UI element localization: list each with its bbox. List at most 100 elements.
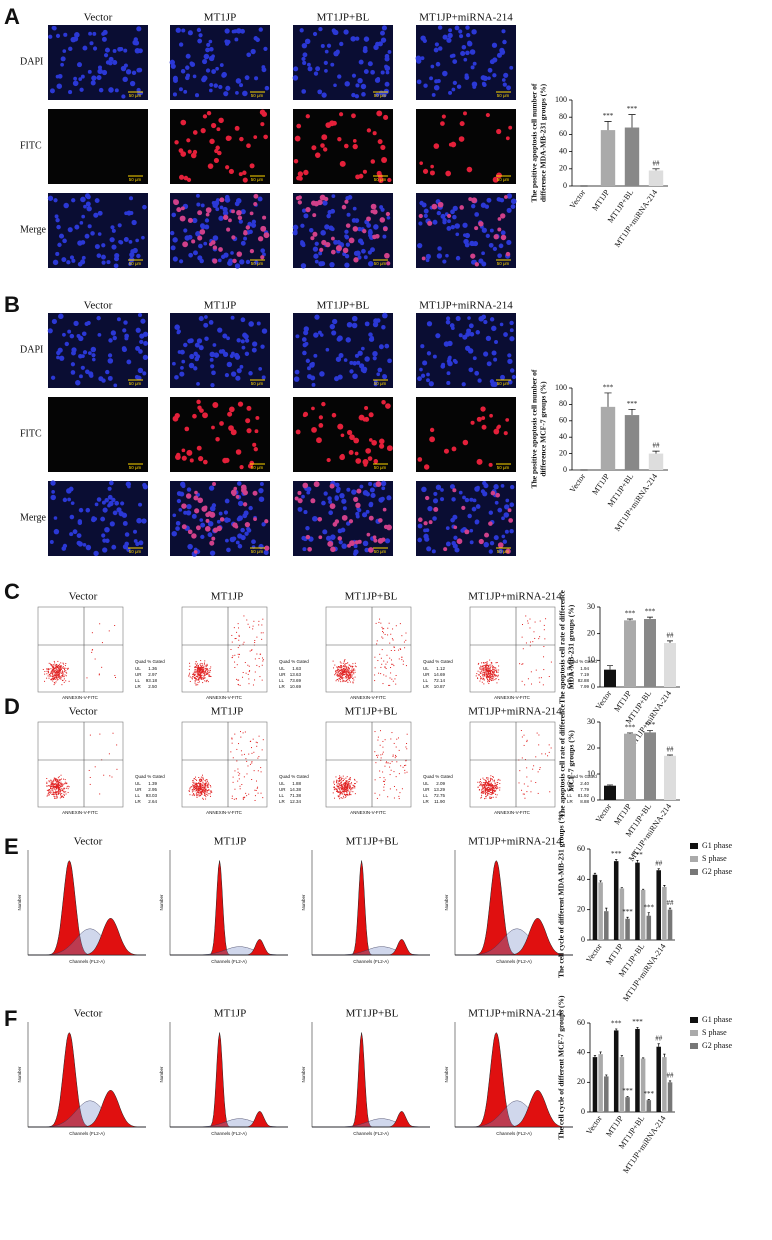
event [64,665,66,667]
event [342,790,344,792]
nucleus [120,501,125,506]
event [403,641,405,643]
event [354,671,356,673]
nucleus [91,75,97,81]
histogram-axes [311,1022,430,1128]
apoptotic-cell [254,429,259,434]
significance: *** [632,1018,643,1026]
event [342,787,344,789]
nucleus [258,487,264,494]
apoptotic-cell [353,437,360,444]
event [346,670,348,672]
event [487,794,489,796]
apoptotic-cell [478,538,484,545]
nucleus [250,48,256,55]
nucleus [355,36,360,41]
nucleus [53,516,58,520]
event [495,667,497,669]
event [199,792,201,794]
event [341,669,343,671]
event [196,793,198,795]
error-bar [620,1055,624,1058]
event [349,777,351,779]
nucleus [372,356,377,361]
event [341,786,343,788]
nucleus [50,375,56,380]
y-tick-label: 0 [591,795,595,804]
event [486,792,488,794]
nucleus [172,361,176,366]
nucleus [482,82,487,88]
x-tick-label: MT1JP [590,472,611,497]
significance: *** [625,724,636,732]
column-header: Vector [84,300,113,312]
event [550,747,552,749]
event [198,785,200,787]
nucleus [292,75,299,81]
event [52,675,54,677]
nucleus [312,31,318,37]
nucleus [420,344,425,349]
event [496,674,498,676]
event [54,678,56,680]
apoptotic-cell [381,400,386,405]
event [485,665,487,667]
nucleus [509,529,514,534]
nucleus [303,213,309,219]
x-axis-title: Channels (FL2-A) [69,1131,105,1136]
nucleus [481,251,485,256]
event [494,784,496,786]
event [536,732,538,734]
nucleus [491,350,497,356]
event [200,776,202,778]
event [200,793,202,795]
event [344,793,346,795]
event [234,638,236,640]
apoptotic-cell [183,175,189,181]
legend-label: G1 phase [702,841,732,850]
event [336,785,338,787]
x-axis-title: ANNEXIN-V-FITC [206,810,243,815]
event [542,684,544,686]
event [353,669,355,671]
event [487,669,489,671]
quad-name: UR [135,672,142,677]
event [197,671,199,673]
nucleus [209,82,214,87]
event [481,668,483,670]
event [337,675,339,677]
event [496,682,498,684]
event [522,648,524,650]
y-tick-label: 20 [577,904,585,913]
nucleus [198,345,204,351]
event [205,664,207,666]
event [238,639,240,641]
event [249,763,251,765]
event [490,672,492,674]
event [206,793,208,795]
event [64,674,66,676]
apoptotic-cell [242,170,247,175]
event [210,795,212,797]
nucleus [58,233,65,239]
event [195,786,197,788]
event [520,730,522,732]
event [333,782,335,784]
event [490,670,492,672]
bar [624,127,640,186]
nucleus [501,534,506,539]
nucleus [375,318,381,323]
apoptotic-cell [362,228,367,234]
nucleus [78,507,84,513]
event [54,786,56,788]
event [349,681,351,683]
event [256,787,258,789]
error-bar [636,860,639,863]
nucleus [261,522,266,527]
event [236,678,238,680]
nucleus [109,237,115,243]
event [344,673,346,675]
event [491,676,493,678]
event [337,785,339,787]
event [55,786,57,788]
